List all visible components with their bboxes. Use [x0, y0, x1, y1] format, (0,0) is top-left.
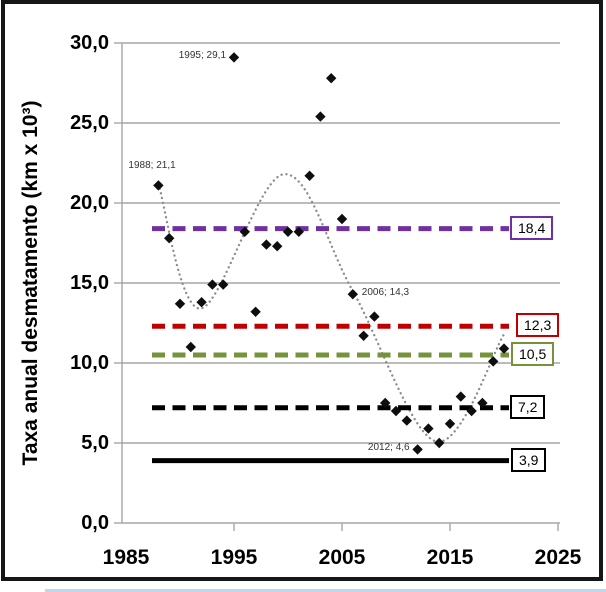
data-point-1999 [272, 241, 283, 252]
data-point-2020 [498, 343, 510, 354]
data-point-2001 [293, 226, 304, 237]
data-point-1996 [239, 226, 250, 237]
data-point-2015 [444, 418, 456, 429]
data-point-1993 [207, 279, 218, 290]
data-point-1990 [174, 298, 186, 309]
data-point-2008 [369, 311, 380, 322]
data-point-1998 [261, 239, 272, 250]
bottom-strip [45, 589, 606, 592]
data-point-2018 [477, 397, 488, 409]
data-point-2005 [336, 213, 348, 225]
data-point-2003 [315, 111, 326, 122]
chart-frame [1, 0, 603, 581]
data-point-1989 [164, 233, 175, 244]
data-point-1988 [153, 180, 164, 191]
data-point-2010 [390, 405, 402, 417]
data-point-2000 [282, 226, 294, 237]
data-point-2016 [455, 391, 466, 402]
data-point-2014 [434, 437, 445, 449]
data-point-1995 [228, 52, 240, 63]
data-point-2013 [423, 423, 434, 434]
data-point-1991 [185, 341, 196, 353]
data-point-2017 [466, 405, 477, 417]
data-point-2004 [326, 73, 337, 84]
data-point-2019 [488, 356, 499, 367]
data-point-1997 [250, 306, 261, 317]
data-point-2006 [347, 289, 358, 300]
data-point-2009 [380, 397, 391, 409]
data-point-2012 [412, 444, 423, 455]
data-point-2002 [304, 170, 315, 181]
data-point-2011 [401, 415, 412, 426]
data-point-1992 [196, 297, 207, 308]
trend-line [157, 173, 506, 443]
data-point-2007 [358, 330, 369, 341]
data-point-1994 [218, 279, 229, 290]
